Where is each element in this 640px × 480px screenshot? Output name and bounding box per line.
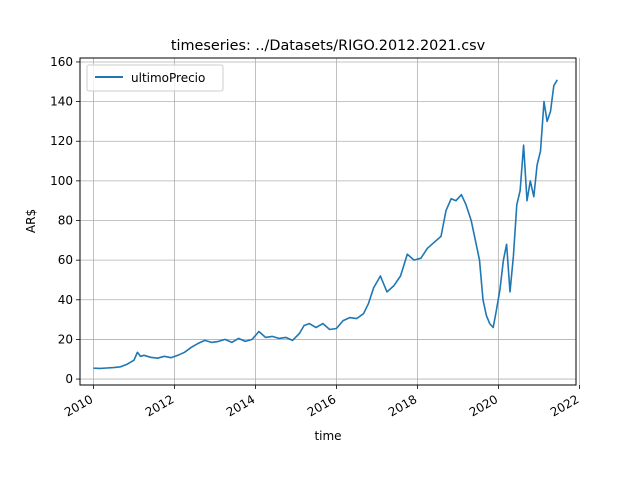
y-tick-label: 80 bbox=[58, 214, 73, 228]
y-axis-title: AR$ bbox=[24, 209, 38, 233]
legend-box bbox=[86, 64, 224, 92]
y-tick-label: 0 bbox=[65, 372, 73, 386]
series-layer bbox=[93, 79, 558, 370]
gridlines bbox=[80, 58, 580, 385]
series-line-ultimoPrecio bbox=[93, 79, 558, 370]
y-tick-label: 140 bbox=[50, 95, 73, 109]
y-tick-label: 120 bbox=[50, 134, 73, 148]
y-tick-label: 160 bbox=[50, 55, 73, 69]
y-tick-label: 40 bbox=[58, 293, 73, 307]
y-tick-label: 60 bbox=[58, 253, 73, 267]
y-tick-label: 100 bbox=[50, 174, 73, 188]
y-axis: 0 20 40 60 80 100 120 140 160 bbox=[50, 55, 80, 386]
chart-title: timeseries: ../Datasets/RIGO.2012.2021.c… bbox=[171, 38, 486, 54]
y-tick-label: 20 bbox=[58, 332, 73, 346]
x-axis-title: time bbox=[314, 429, 341, 443]
plot-frame bbox=[79, 57, 577, 386]
legend: ultimoPrecio bbox=[86, 64, 224, 92]
legend-label: ultimoPrecio bbox=[131, 71, 205, 85]
plot-background bbox=[80, 58, 576, 385]
